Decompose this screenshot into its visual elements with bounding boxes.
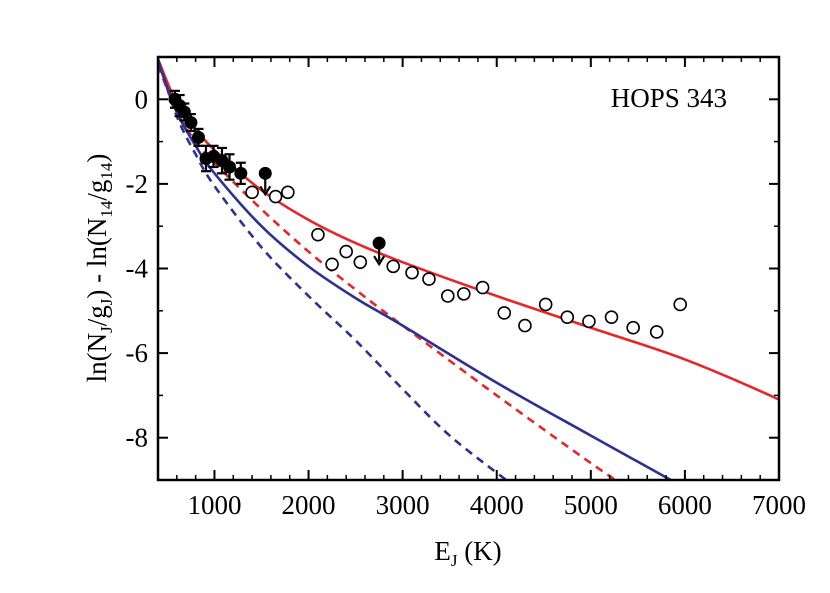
red-dashed-curve bbox=[158, 64, 618, 480]
upper-limit-arrowhead bbox=[373, 255, 386, 267]
y-axis-title-sub: 14 bbox=[97, 162, 116, 180]
upper-limit-point bbox=[372, 236, 386, 250]
y-axis-title-sub: J bbox=[97, 298, 116, 305]
y-axis-title-part: /g bbox=[82, 305, 112, 326]
open-data-point bbox=[386, 259, 401, 274]
x-axis-title-sub: J bbox=[451, 551, 458, 570]
y-tick-label: -4 bbox=[126, 254, 149, 284]
open-data-point bbox=[626, 320, 640, 335]
plot-frame bbox=[156, 55, 781, 482]
y-axis-title-sub: 14 bbox=[97, 200, 116, 218]
y-axis-title-part: ) - ln(N bbox=[82, 218, 112, 299]
tick-labels: 1000 2000 3000 4000 5000 6000 7000 0 -2 -4 -6 -8 bbox=[126, 84, 807, 520]
open-data-point bbox=[475, 280, 490, 295]
annotation-label: HOPS 343 bbox=[611, 83, 727, 113]
open-data-point bbox=[353, 255, 368, 269]
x-axis-title: EJ (K) bbox=[434, 536, 501, 570]
filled-data-point bbox=[177, 105, 191, 119]
filled-data-point bbox=[223, 160, 237, 174]
open-data-point bbox=[582, 314, 596, 329]
upper-limit-point bbox=[258, 166, 272, 180]
filled-data-point bbox=[184, 116, 198, 130]
y-tick-label: -8 bbox=[126, 423, 149, 453]
filled-data-point bbox=[234, 166, 248, 180]
open-data-point bbox=[560, 310, 575, 324]
open-data-point bbox=[456, 287, 471, 301]
open-data-point bbox=[604, 310, 619, 324]
filled-data-point bbox=[191, 130, 205, 144]
y-tick-label: -2 bbox=[126, 169, 149, 199]
upper-limit-arrowhead bbox=[259, 185, 272, 197]
open-data-point bbox=[538, 297, 553, 312]
y-axis-title-part: ln(N bbox=[82, 333, 112, 383]
open-data-point bbox=[281, 185, 295, 200]
x-axis-title-main: E bbox=[434, 536, 451, 566]
x-tick-label: 2000 bbox=[282, 490, 336, 520]
open-data-point bbox=[518, 318, 532, 333]
y-axis-title-part: /g bbox=[82, 180, 112, 201]
open-data-point bbox=[649, 325, 664, 339]
open-data-point bbox=[245, 185, 259, 200]
open-data-point bbox=[497, 306, 512, 320]
y-axis-title: ln(NJ/gJ) - ln(N14/g14) bbox=[82, 154, 116, 383]
open-data-point bbox=[268, 189, 283, 204]
open-data-point bbox=[339, 244, 353, 259]
x-tick-label: 5000 bbox=[564, 490, 618, 520]
open-data-point bbox=[405, 265, 419, 280]
x-tick-label: 6000 bbox=[658, 490, 712, 520]
open-data-point bbox=[325, 257, 339, 272]
y-tick-label: -6 bbox=[126, 338, 149, 368]
open-data-point bbox=[311, 227, 325, 242]
x-axis-title-rest: (K) bbox=[457, 536, 501, 566]
open-data-point bbox=[673, 297, 688, 312]
red-solid-curve bbox=[158, 58, 779, 402]
x-tick-label: 4000 bbox=[470, 490, 524, 520]
axis-ticks bbox=[157, 57, 780, 480]
y-tick-label: 0 bbox=[135, 84, 149, 114]
model-curves bbox=[158, 58, 779, 480]
open-data-point bbox=[422, 272, 436, 286]
data-points bbox=[168, 89, 688, 339]
open-data-point bbox=[440, 289, 455, 303]
blue-solid-curve bbox=[158, 60, 672, 480]
blue-dashed-curve bbox=[158, 58, 507, 480]
y-axis-title-sub: J bbox=[97, 326, 116, 333]
x-tick-label: 3000 bbox=[376, 490, 430, 520]
x-tick-label: 7000 bbox=[752, 490, 806, 520]
y-axis-title-part: ) bbox=[82, 154, 112, 163]
x-tick-label: 1000 bbox=[187, 490, 241, 520]
